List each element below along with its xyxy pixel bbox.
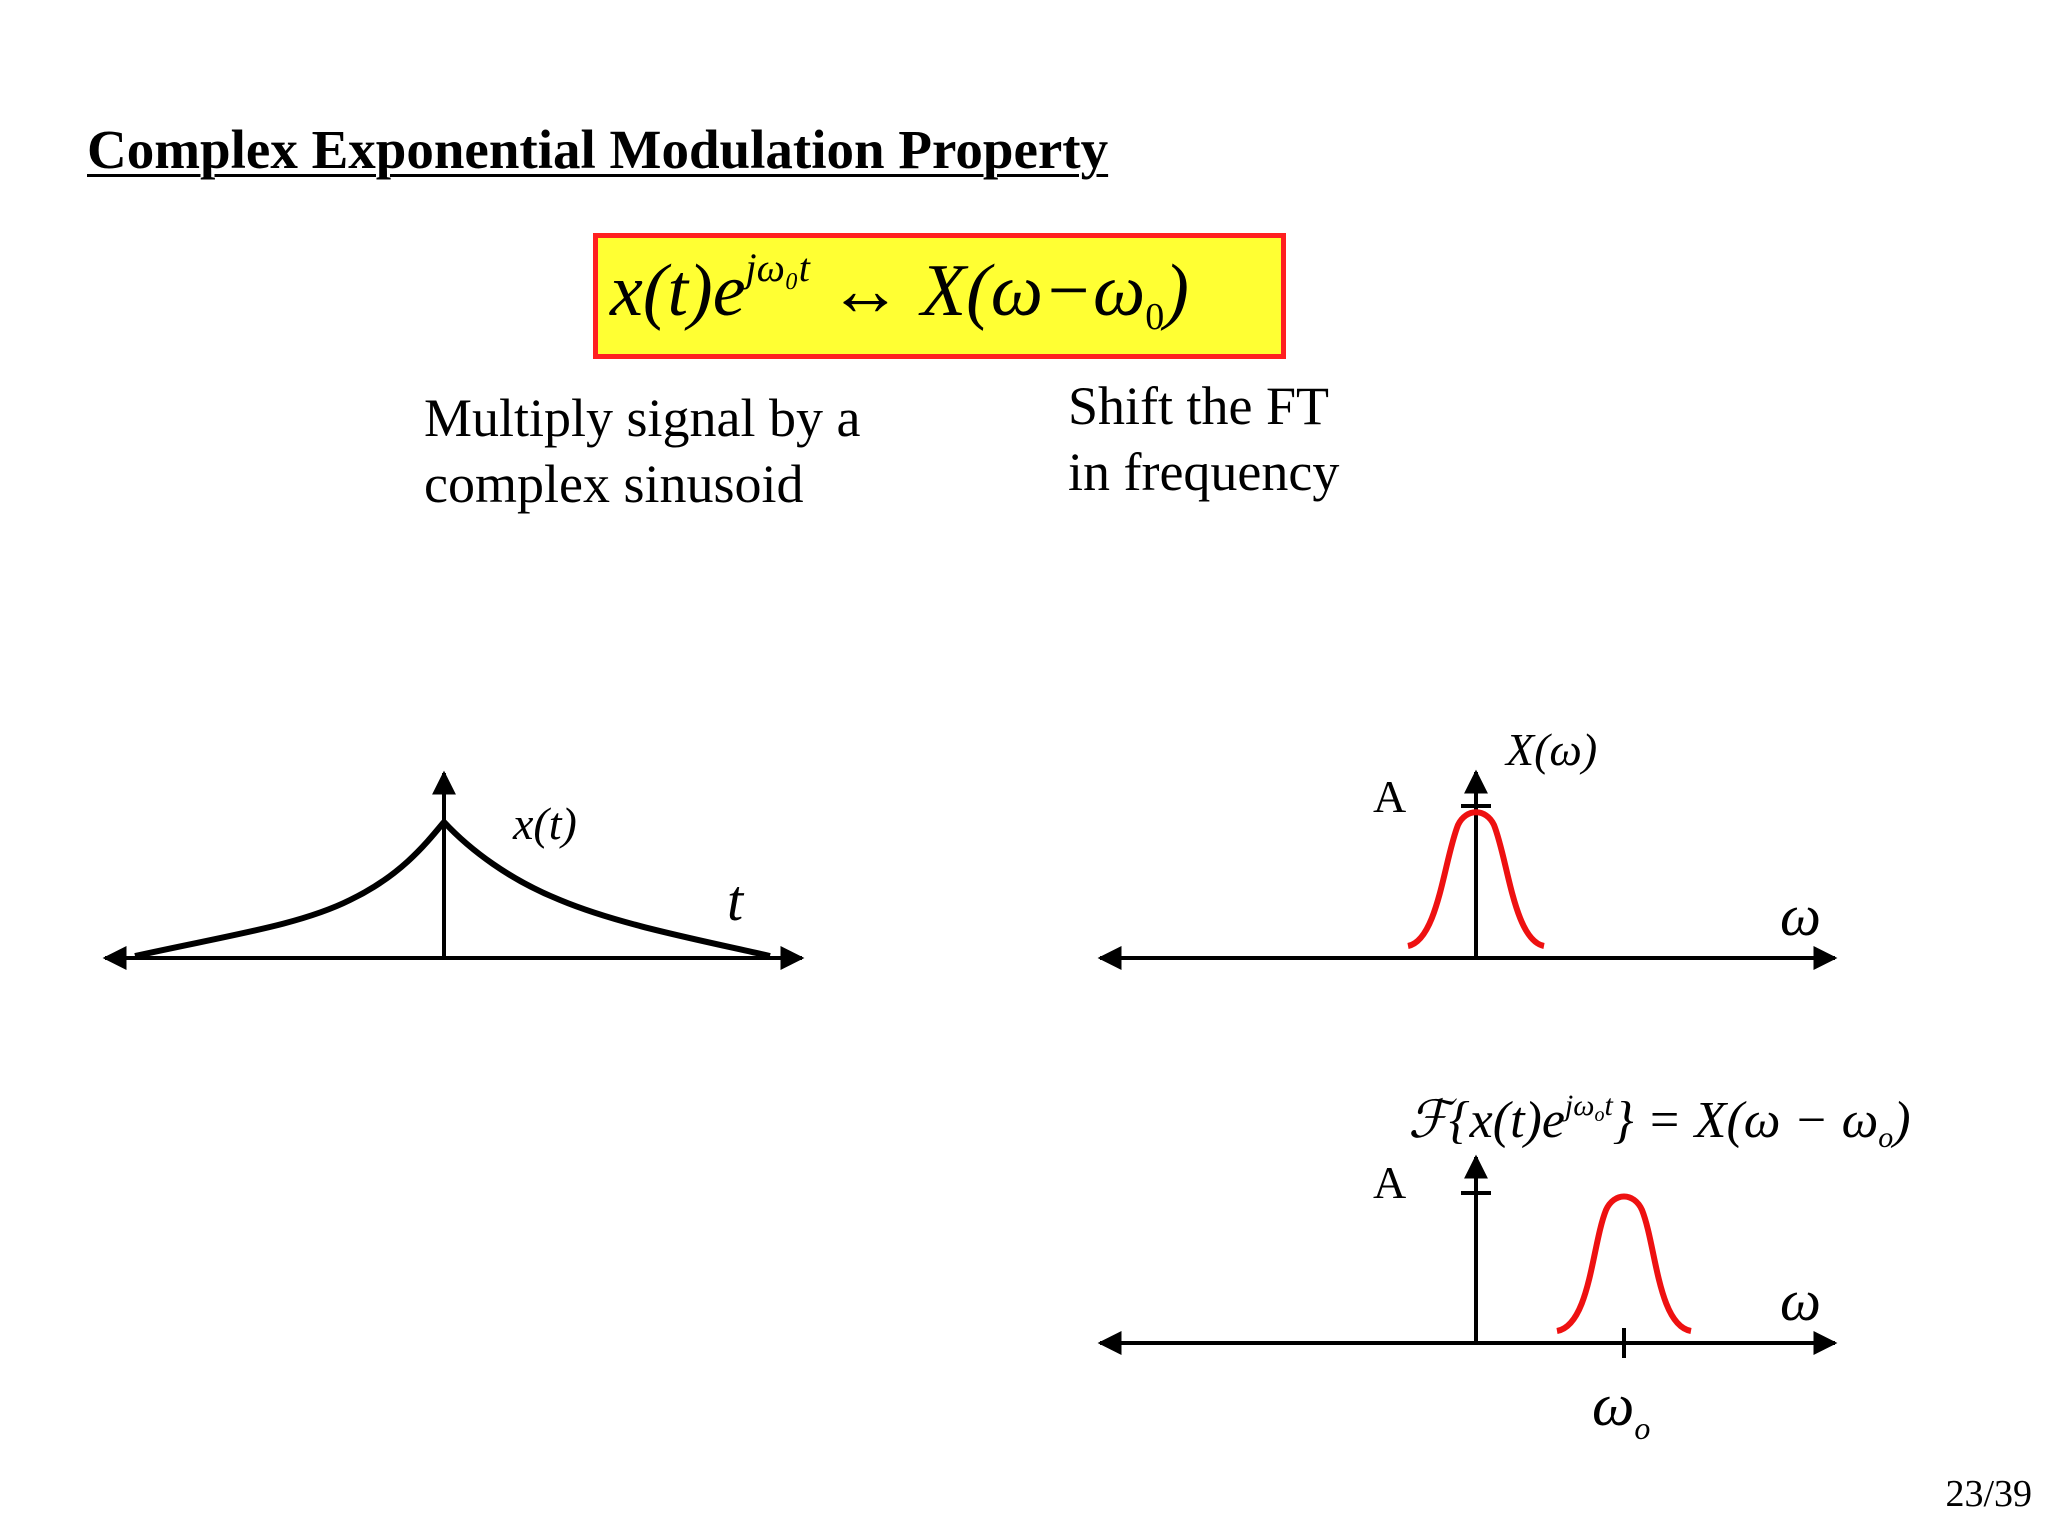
formula-box: x(t)ejω₀t ↔ X(ω−ω0)	[593, 233, 1286, 359]
shifted-amplitude-label: A	[1373, 1157, 1406, 1208]
freq-plot-original: X(ω) A ω	[1097, 724, 1838, 970]
signal-curve	[134, 817, 771, 959]
note-shift: Shift the FT in frequency	[1068, 376, 1340, 502]
freq-plot-shifted: ℱ{x(t)ejωot} = X(ω − ωo) A ω ωo	[1097, 1089, 1911, 1446]
freq-axis-label: ω	[1780, 883, 1821, 948]
slide-title: Complex Exponential Modulation Property	[87, 119, 1109, 180]
spectrum-label: X(ω)	[1504, 724, 1597, 775]
signal-label: x(t)	[512, 798, 577, 849]
note-multiply: Multiply signal by a complex sinusoid	[424, 388, 861, 514]
page-number: 23/39	[1945, 1473, 2032, 1515]
shifted-axis-label: ω	[1780, 1268, 1821, 1333]
time-axis-label: t	[727, 868, 745, 933]
shifted-spectrum-label: ℱ{x(t)ejωot} = X(ω − ωo)	[1408, 1089, 1911, 1154]
shifted-spectrum-curve	[1556, 1193, 1692, 1334]
amplitude-label: A	[1373, 771, 1406, 822]
modulation-formula: x(t)ejω₀t ↔ X(ω−ω0)	[610, 245, 1189, 338]
time-plot: x(t) t	[102, 770, 805, 970]
omega-o-label: ωo	[1592, 1372, 1650, 1446]
spectrum-curve	[1406, 809, 1546, 949]
